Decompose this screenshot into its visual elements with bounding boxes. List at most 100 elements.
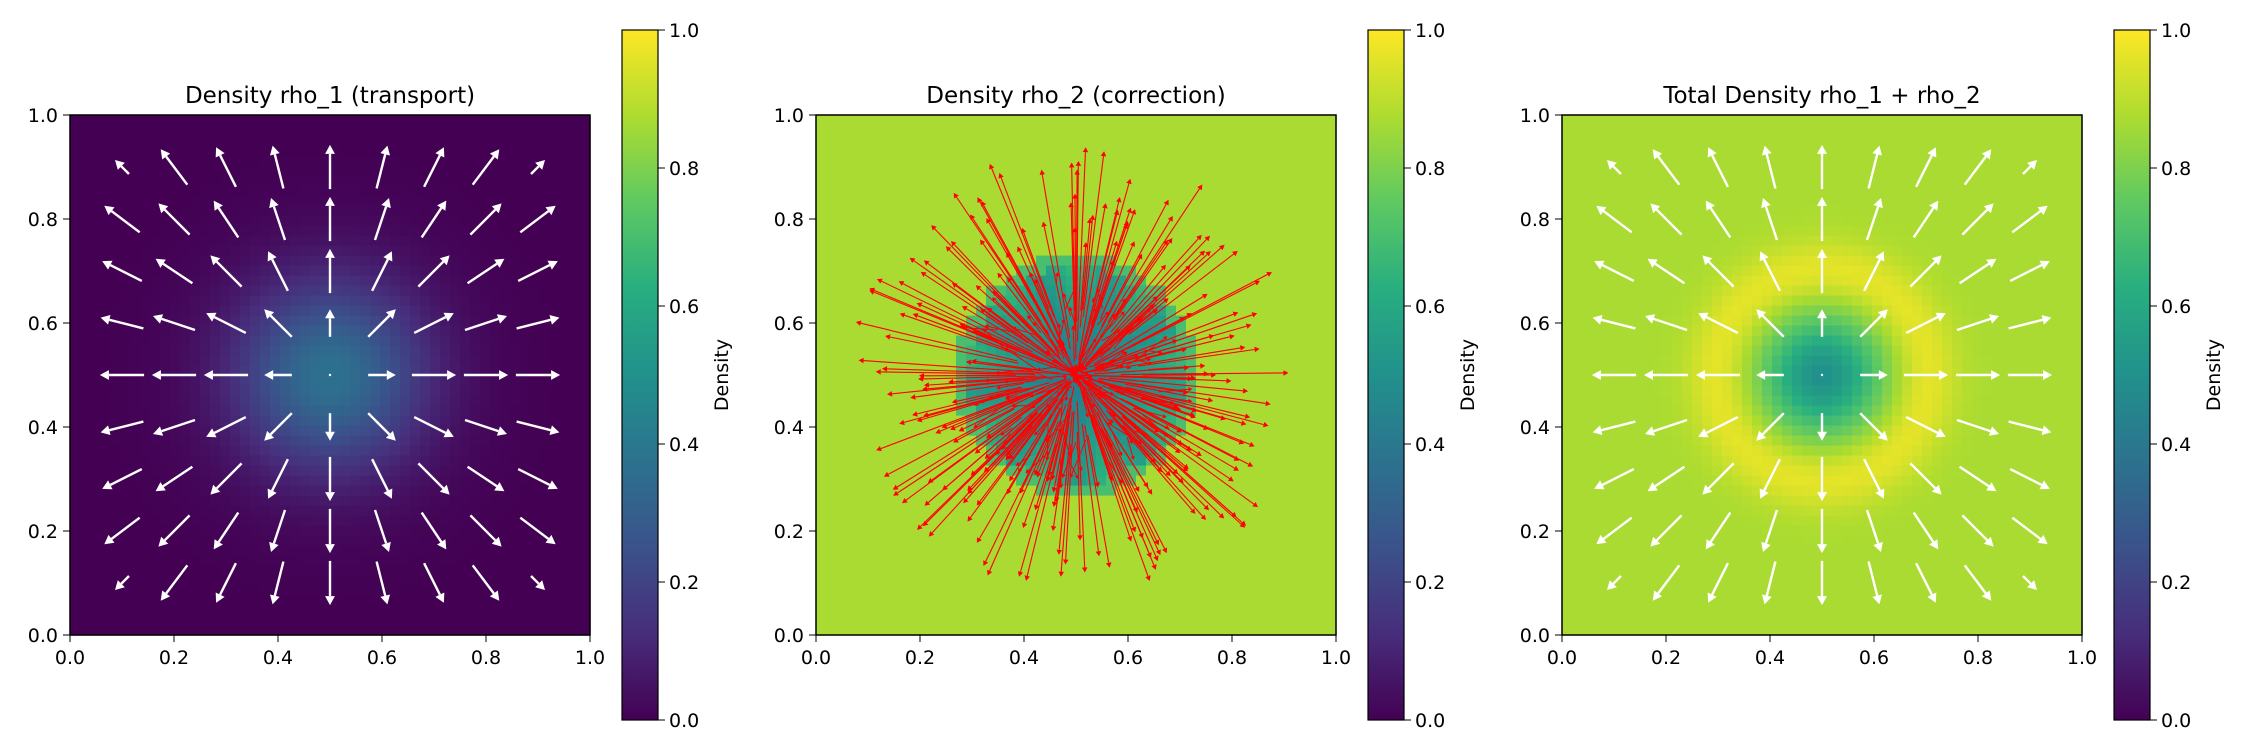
heatmap-cell — [480, 245, 491, 256]
heatmap-cell — [1196, 295, 1207, 306]
heatmap-cell — [1126, 485, 1137, 496]
heatmap-cell — [260, 485, 271, 496]
heatmap-cell — [110, 525, 121, 536]
heatmap-cell — [1096, 595, 1107, 606]
heatmap-cell — [180, 235, 191, 246]
heatmap-cell — [936, 405, 947, 416]
heatmap-cell — [310, 545, 321, 556]
heatmap-cell — [230, 195, 241, 206]
heatmap-cell — [1196, 145, 1207, 156]
heatmap-cell — [260, 545, 271, 556]
heatmap-cell — [250, 235, 261, 246]
heatmap-cell — [420, 115, 431, 126]
heatmap-cell — [410, 335, 421, 346]
heatmap-cell — [500, 575, 511, 586]
heatmap-cell — [490, 135, 501, 146]
heatmap-cell — [480, 385, 491, 396]
heatmap-cell — [160, 355, 171, 366]
heatmap-cell — [300, 575, 311, 586]
heatmap-cell — [1036, 595, 1047, 606]
heatmap-cell — [856, 435, 867, 446]
heatmap-cell — [440, 375, 451, 386]
heatmap-cell — [310, 445, 321, 456]
heatmap-cell — [1006, 505, 1017, 516]
heatmap-cell — [70, 615, 81, 626]
heatmap-cell — [280, 275, 291, 286]
heatmap-cell — [430, 275, 441, 286]
heatmap-cell — [80, 405, 91, 416]
heatmap-cell — [560, 395, 571, 406]
heatmap-cell — [1136, 325, 1147, 336]
heatmap-cell — [1216, 545, 1227, 556]
heatmap-cell — [956, 435, 967, 446]
quiver-arrow — [210, 462, 243, 495]
heatmap-cell — [846, 435, 857, 446]
heatmap-cell — [996, 305, 1007, 316]
heatmap-cell — [260, 565, 271, 576]
heatmap-cell — [370, 245, 381, 256]
heatmap-cell — [510, 345, 521, 356]
heatmap-cell — [420, 415, 431, 426]
heatmap-cell — [470, 555, 481, 566]
heatmap-cell — [430, 445, 441, 456]
heatmap-cell — [410, 145, 421, 156]
heatmap-cell — [530, 425, 541, 436]
heatmap-cell — [440, 505, 451, 516]
heatmap-cell — [500, 565, 511, 576]
heatmap-cell — [1106, 155, 1117, 166]
heatmap-cell — [110, 505, 121, 516]
heatmap-cell — [160, 495, 171, 506]
heatmap-cell — [580, 165, 591, 176]
heatmap-cell — [986, 355, 997, 366]
heatmap-cell — [310, 475, 321, 486]
heatmap-cell — [976, 565, 987, 576]
heatmap-cell — [1086, 135, 1097, 146]
heatmap-cell — [300, 175, 311, 186]
heatmap-cell — [886, 555, 897, 566]
heatmap-cell — [580, 135, 591, 146]
heatmap-cell — [470, 325, 481, 336]
heatmap-cell — [1216, 575, 1227, 586]
heatmap-cell — [530, 485, 541, 496]
heatmap-cell — [90, 495, 101, 506]
heatmap-cell — [986, 125, 997, 136]
heatmap-cell — [856, 345, 867, 356]
heatmap-cell — [550, 555, 561, 566]
heatmap-cell — [836, 325, 847, 336]
heatmap-cell — [986, 565, 997, 576]
heatmap-cell — [1116, 165, 1127, 176]
heatmap-cell — [400, 405, 411, 416]
heatmap-cell — [360, 145, 371, 156]
heatmap-cell — [180, 255, 191, 266]
heatmap-cell — [926, 305, 937, 316]
heatmap-cell — [926, 285, 937, 296]
heatmap-cell — [220, 605, 231, 616]
heatmap-cell — [816, 555, 827, 566]
heatmap-cell — [1106, 125, 1117, 136]
heatmap-cell — [1166, 315, 1177, 326]
heatmap-cell — [250, 505, 261, 516]
heatmap-cell — [540, 375, 551, 386]
heatmap-cell — [460, 265, 471, 276]
heatmap-cell — [846, 585, 857, 596]
heatmap-cell — [1086, 605, 1097, 616]
heatmap-cell — [996, 155, 1007, 166]
heatmap-cell — [80, 135, 91, 146]
heatmap-cell — [570, 135, 581, 146]
heatmap-cell — [1186, 135, 1197, 146]
heatmap-cell — [1196, 135, 1207, 146]
heatmap-cell — [140, 285, 151, 296]
heatmap-cell — [210, 545, 221, 556]
heatmap-cell — [1036, 195, 1047, 206]
heatmap-cell — [866, 305, 877, 316]
heatmap-cell — [210, 115, 221, 126]
heatmap-cell — [946, 435, 957, 446]
heatmap-cell — [390, 365, 401, 376]
heatmap-cell — [986, 265, 997, 276]
heatmap-cell — [200, 565, 211, 576]
heatmap-cell — [976, 135, 987, 146]
heatmap-cell — [490, 195, 501, 206]
heatmap-cell — [190, 495, 201, 506]
heatmap-cell — [150, 245, 161, 256]
heatmap-cell — [390, 595, 401, 606]
